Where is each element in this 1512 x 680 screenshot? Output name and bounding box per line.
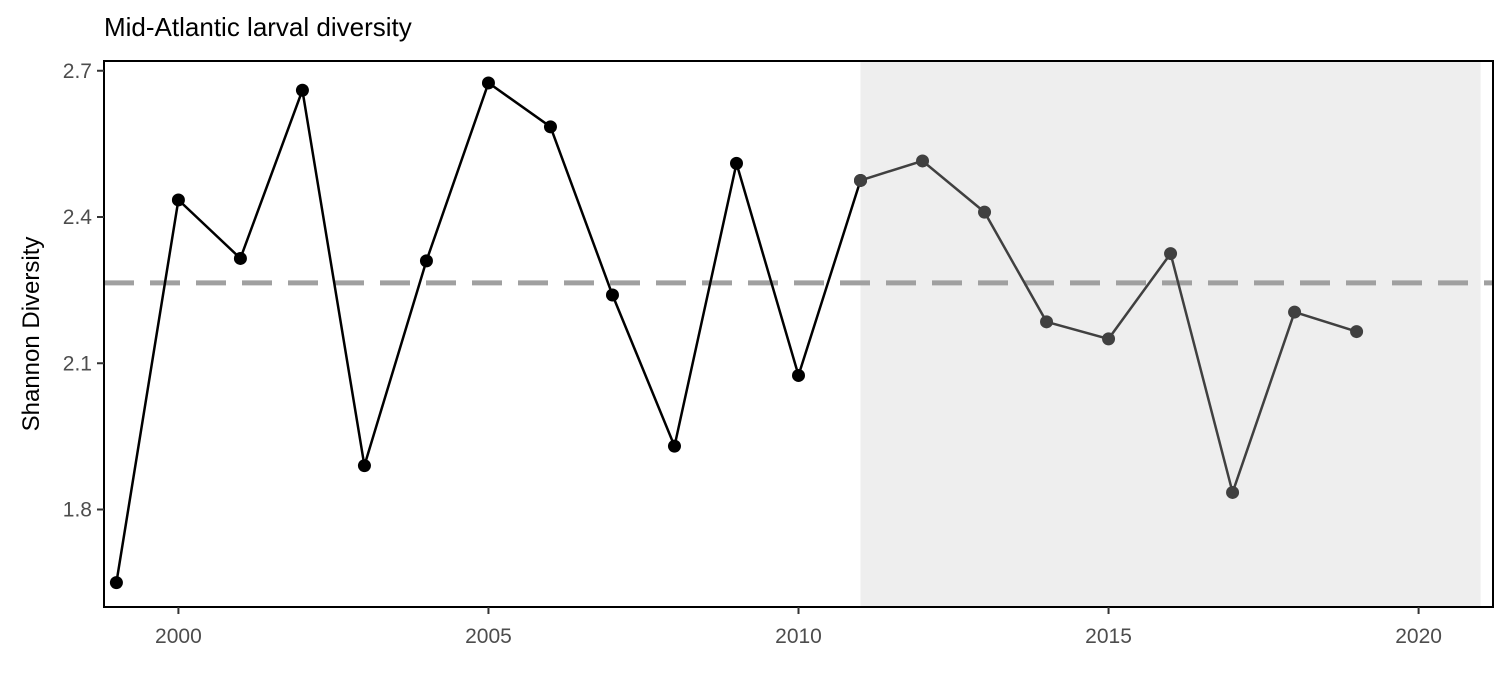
data-point xyxy=(916,154,930,168)
data-point xyxy=(854,173,868,187)
data-point xyxy=(792,368,805,382)
x-tick-label: 2020 xyxy=(1395,625,1442,648)
data-point xyxy=(109,576,123,590)
data-point xyxy=(667,439,681,453)
data-point xyxy=(295,83,309,97)
data-point xyxy=(357,459,371,473)
data-point xyxy=(978,205,992,219)
data-point xyxy=(419,254,433,268)
x-tick-label: 2010 xyxy=(775,625,822,648)
data-point xyxy=(481,76,495,90)
y-axis-ticks: 1.8 2.1 2.4 2.7 xyxy=(63,60,104,522)
series-points-layer xyxy=(109,76,1364,590)
series-line-1 xyxy=(115,80,862,583)
y-tick-label: 2.7 xyxy=(63,60,92,83)
shaded-region xyxy=(860,62,1481,606)
x-tick-label: 2005 xyxy=(465,625,512,648)
data-point xyxy=(543,120,557,134)
y-tick-label: 2.1 xyxy=(63,352,92,375)
data-point xyxy=(729,156,743,170)
data-point xyxy=(233,251,247,265)
shaded-region-layer xyxy=(860,62,1481,606)
data-point xyxy=(1288,305,1302,319)
y-tick-label: 1.8 xyxy=(63,499,92,522)
chart-title: Mid-Atlantic larval diversity xyxy=(104,12,412,42)
x-axis-ticks: 2000 2005 2010 2015 2020 xyxy=(155,607,1442,648)
data-point xyxy=(1350,325,1364,339)
data-point xyxy=(1164,247,1178,261)
data-point xyxy=(1040,315,1054,329)
data-point xyxy=(171,193,185,207)
data-point xyxy=(605,288,619,302)
y-tick-label: 2.4 xyxy=(63,206,93,229)
x-tick-label: 2000 xyxy=(155,625,202,648)
data-point xyxy=(1102,332,1116,346)
x-tick-label: 2015 xyxy=(1085,625,1132,648)
data-point xyxy=(1226,485,1240,499)
